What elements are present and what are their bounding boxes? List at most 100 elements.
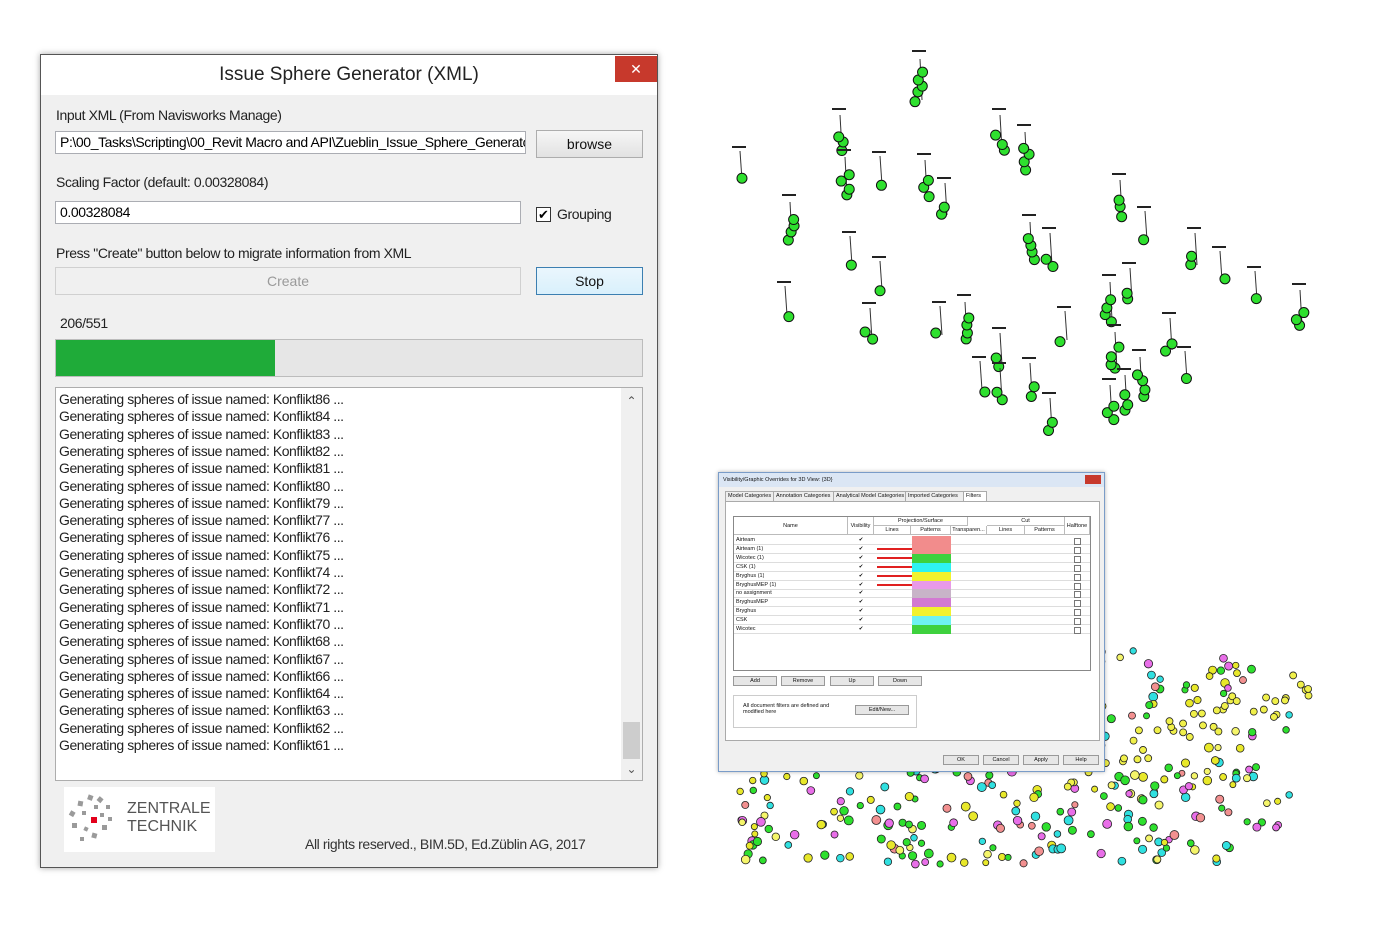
log-line: Generating spheres of issue named: Konfl…	[59, 719, 344, 736]
sphere	[1195, 813, 1206, 823]
sphere	[856, 801, 864, 810]
sphere	[996, 139, 1008, 151]
sphere	[799, 776, 809, 786]
sphere	[1096, 848, 1106, 859]
sphere	[1143, 712, 1150, 720]
sphere	[1214, 727, 1223, 736]
sphere-stem	[784, 285, 788, 316]
sphere	[1197, 709, 1206, 718]
sphere	[759, 856, 767, 865]
sphere	[1056, 807, 1065, 816]
sphere	[741, 801, 750, 809]
sphere	[866, 795, 875, 804]
sphere-label	[1247, 266, 1261, 268]
sphere	[982, 859, 990, 867]
revit-header: Name	[734, 517, 848, 535]
sphere	[1125, 790, 1133, 798]
scroll-up[interactable]: ⌃	[626, 394, 637, 408]
sphere	[1214, 743, 1222, 752]
sphere	[1106, 802, 1115, 811]
scaling-input[interactable]: 0.00328084	[55, 201, 521, 224]
sphere	[976, 782, 987, 792]
close-button[interactable]: ✕	[615, 56, 657, 82]
revit-halftone	[1074, 555, 1081, 563]
sphere	[1022, 233, 1034, 245]
revit-row-name: Bryghus	[736, 608, 757, 615]
revit-header: Patterns	[911, 526, 951, 535]
sphere	[1143, 659, 1154, 669]
revit-row-name: Wicotec (1)	[736, 554, 764, 561]
sphere	[1186, 250, 1198, 262]
log-list: ⌃ ⌄ Generating spheres of issue named: K…	[55, 387, 643, 781]
progress-fill	[56, 340, 276, 376]
input-path[interactable]: P:\00_Tasks\Scripting\00_Revit Macro and…	[55, 131, 526, 154]
log-line: Generating spheres of issue named: Konfl…	[59, 615, 344, 632]
sphere	[1270, 713, 1278, 721]
revit-row-name: no assignment	[736, 590, 772, 597]
browse-button[interactable]: browse	[536, 130, 643, 158]
sphere	[1053, 830, 1062, 838]
sphere	[1145, 834, 1153, 843]
revit-table: Name Visibility Projection/Surface Lines Pat…	[733, 516, 1091, 671]
revit-row-name: Wicotec	[736, 626, 756, 632]
scroll-thumb[interactable]	[623, 722, 640, 759]
log-line: Generating spheres of issue named: Konfl…	[59, 529, 344, 546]
sphere	[949, 818, 958, 828]
sphere	[1216, 666, 1226, 675]
sphere	[1149, 789, 1159, 799]
create-button[interactable]: Create	[55, 267, 521, 295]
logo-line: ZENTRALE	[127, 800, 211, 817]
sphere	[1135, 726, 1143, 735]
revit-halftone	[1074, 564, 1081, 572]
revit-pattern-swatch	[912, 536, 951, 545]
sphere	[1190, 772, 1199, 780]
sphere-label	[1137, 206, 1151, 208]
sphere	[1004, 853, 1012, 861]
revit-visibility: ✔	[858, 626, 864, 632]
sphere	[1228, 692, 1237, 701]
sphere	[843, 183, 855, 195]
grouping-checkbox[interactable]: ✔	[536, 207, 551, 222]
sphere	[1113, 341, 1125, 353]
sphere-label	[862, 302, 876, 304]
sphere	[1133, 837, 1141, 845]
sphere-label	[957, 294, 971, 296]
sphere	[1212, 706, 1221, 715]
sphere	[1047, 261, 1059, 273]
title-bar	[41, 55, 657, 95]
sphere	[1169, 830, 1180, 840]
scroll-down[interactable]: ⌄	[626, 762, 637, 776]
sphere	[1243, 774, 1251, 783]
revit-header: Halftone	[1065, 517, 1090, 535]
scrollbar[interactable]	[621, 388, 642, 780]
revit-note: All document filters are defined and mod…	[743, 703, 830, 715]
sphere-label	[842, 231, 856, 233]
sphere	[1233, 669, 1241, 678]
stop-button[interactable]: Stop	[536, 267, 643, 295]
sphere	[990, 352, 1002, 364]
sphere	[1108, 400, 1120, 412]
sphere	[1219, 773, 1227, 781]
sphere	[1193, 695, 1202, 705]
sphere	[1145, 701, 1154, 710]
sphere	[1056, 843, 1067, 854]
log-line: Generating spheres of issue named: Konfl…	[59, 408, 344, 425]
sphere	[1122, 399, 1134, 411]
revit-visibility: ✔	[858, 617, 864, 624]
revit-header: Patterns	[1025, 526, 1065, 535]
sphere	[1185, 698, 1194, 708]
sphere	[875, 804, 886, 815]
revit-visibility: ✔	[858, 563, 864, 570]
revit-title-bar	[719, 473, 1104, 487]
sphere	[909, 96, 921, 108]
sphere	[917, 820, 927, 830]
sphere	[1304, 685, 1313, 693]
sphere	[1071, 801, 1079, 809]
grouping-label[interactable]: Grouping	[557, 206, 612, 222]
revit-footer-button: Apply	[1023, 755, 1059, 765]
sphere-label	[937, 177, 951, 179]
sphere	[960, 858, 969, 867]
sphere	[917, 839, 926, 847]
sphere	[783, 311, 795, 323]
sphere	[905, 820, 913, 829]
